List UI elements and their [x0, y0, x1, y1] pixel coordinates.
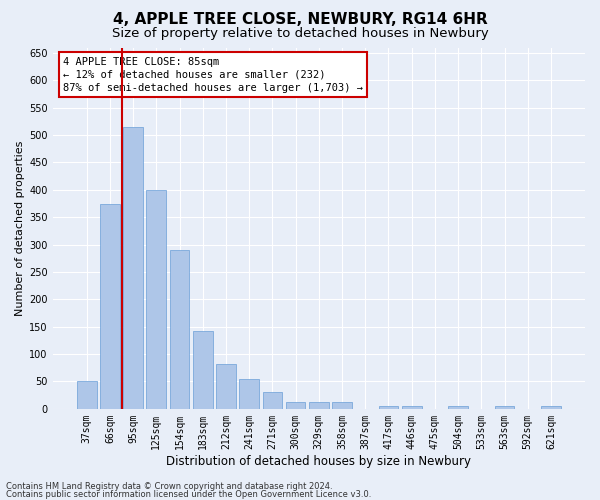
Y-axis label: Number of detached properties: Number of detached properties: [15, 140, 25, 316]
Bar: [379, 406, 398, 409]
Bar: [170, 250, 190, 409]
Bar: [123, 127, 143, 409]
Bar: [146, 190, 166, 409]
Text: Contains HM Land Registry data © Crown copyright and database right 2024.: Contains HM Land Registry data © Crown c…: [6, 482, 332, 491]
Bar: [309, 402, 329, 409]
Bar: [286, 402, 305, 409]
Bar: [402, 406, 422, 409]
Bar: [332, 402, 352, 409]
Bar: [100, 204, 120, 409]
Bar: [193, 330, 212, 409]
Bar: [239, 378, 259, 409]
Bar: [77, 382, 97, 409]
Text: Size of property relative to detached houses in Newbury: Size of property relative to detached ho…: [112, 28, 488, 40]
Bar: [216, 364, 236, 409]
Text: Contains public sector information licensed under the Open Government Licence v3: Contains public sector information licen…: [6, 490, 371, 499]
X-axis label: Distribution of detached houses by size in Newbury: Distribution of detached houses by size …: [166, 454, 472, 468]
Text: 4, APPLE TREE CLOSE, NEWBURY, RG14 6HR: 4, APPLE TREE CLOSE, NEWBURY, RG14 6HR: [113, 12, 487, 28]
Bar: [263, 392, 282, 409]
Bar: [448, 406, 468, 409]
Bar: [494, 406, 514, 409]
Bar: [541, 406, 561, 409]
Text: 4 APPLE TREE CLOSE: 85sqm
← 12% of detached houses are smaller (232)
87% of semi: 4 APPLE TREE CLOSE: 85sqm ← 12% of detac…: [63, 56, 363, 93]
